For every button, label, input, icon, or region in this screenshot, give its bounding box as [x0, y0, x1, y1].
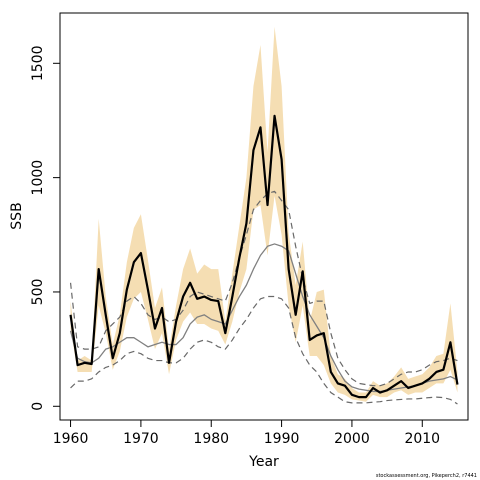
x-tick-label: 1960	[53, 431, 89, 447]
x-tick-label: 1970	[123, 431, 159, 447]
confidence-band-layer	[70, 26, 458, 402]
y-tick-label: 1000	[30, 160, 46, 196]
confidence-band	[70, 26, 458, 402]
ssb-estimate-line	[69, 114, 459, 399]
x-tick-label: 1990	[264, 431, 300, 447]
model-line	[69, 243, 458, 393]
footer-credit: stockassessment.org, Pikeperch2, r7441	[376, 473, 477, 479]
series-lines-layer	[69, 114, 459, 405]
y-axis-title: SSB	[9, 202, 25, 229]
x-tick-label: 1980	[193, 431, 229, 447]
model-lower-dashed-line	[70, 295, 458, 405]
y-tick-label: 1500	[30, 45, 46, 81]
x-tick-label: 2010	[404, 431, 440, 447]
y-tick-label: 0	[30, 402, 46, 411]
x-axis: 1960 1970 1980 1990 2000 2010	[53, 419, 440, 447]
y-tick-label: 500	[30, 279, 46, 306]
y-axis: 0 500 1000 1500	[30, 45, 61, 411]
x-axis-title: Year	[248, 454, 279, 470]
x-tick-label: 2000	[334, 431, 370, 447]
model-upper-dashed-line	[69, 190, 458, 387]
